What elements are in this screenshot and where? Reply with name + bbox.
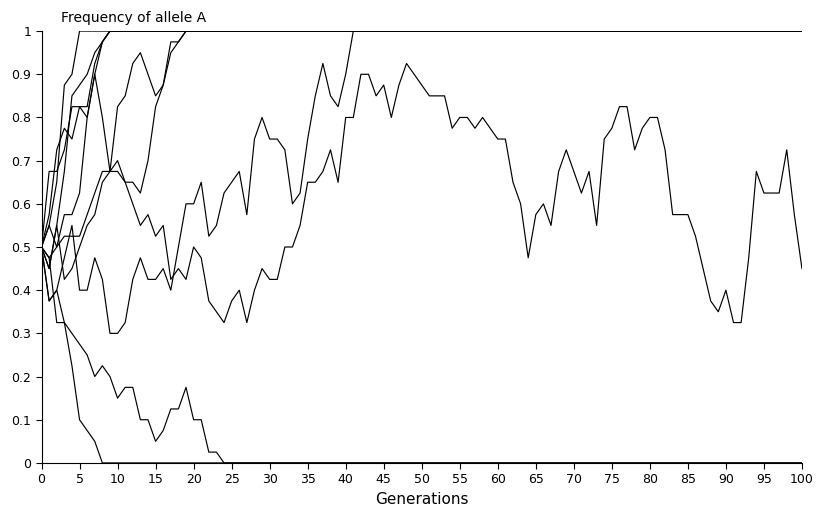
Text: Frequency of allele A: Frequency of allele A	[60, 10, 205, 25]
X-axis label: Generations: Generations	[375, 492, 469, 507]
